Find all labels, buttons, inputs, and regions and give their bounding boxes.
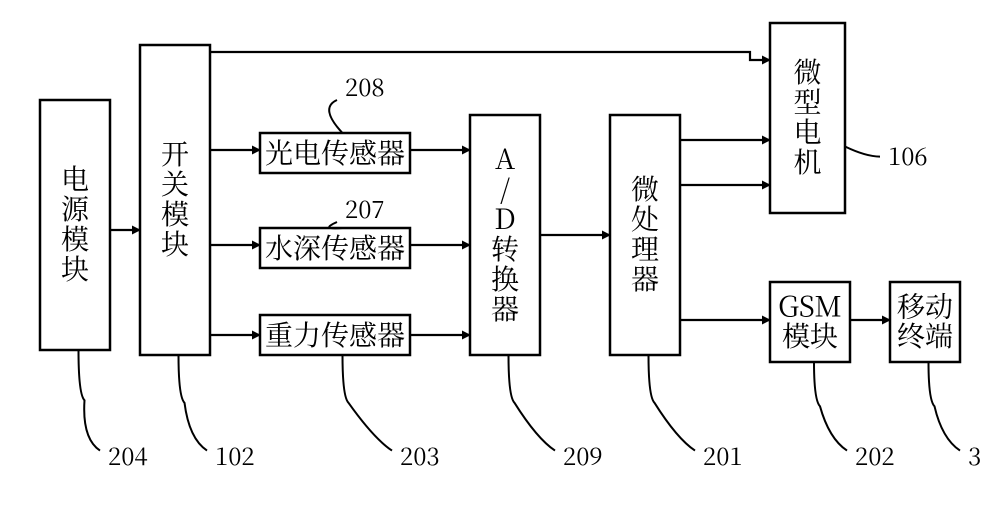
- box-motor: 微型电机: [770, 23, 845, 213]
- box-sensor_g: 重力传感器: [260, 314, 410, 355]
- box-switch: 开关模块: [140, 45, 210, 355]
- callout-leader-203: [343, 355, 393, 451]
- callout-label-208: 208: [345, 68, 385, 103]
- box-label-mcu: 微处理器: [631, 168, 659, 298]
- box-label-power: 电源模块: [61, 158, 90, 288]
- callout-label-204: 204: [108, 437, 148, 472]
- callout-label-106: 106: [888, 137, 928, 172]
- box-sensor_pe: 光电传感器: [260, 132, 410, 173]
- box-label-sensor_pe: 光电传感器: [265, 132, 405, 172]
- callout-leader-208: [329, 100, 342, 133]
- box-label-sensor_g: 重力传感器: [265, 314, 405, 354]
- box-gsm: GSM模块: [770, 282, 850, 362]
- callout-label-209: 209: [563, 437, 603, 472]
- callout-leader-201: [649, 355, 696, 451]
- callout-label-102: 102: [215, 437, 255, 472]
- callout-leader-204: [79, 350, 101, 451]
- edge-10: [210, 52, 770, 60]
- callout-label-201: 201: [703, 437, 743, 472]
- box-label-mterm: 移动终端: [897, 285, 953, 354]
- box-label-sensor_wd: 水深传感器: [265, 227, 405, 267]
- box-sensor_wd: 水深传感器: [260, 227, 410, 268]
- callout-label-207: 207: [345, 190, 385, 225]
- callout-label-203: 203: [400, 437, 440, 472]
- box-label-adc: A/D转换器: [491, 138, 519, 328]
- box-power: 电源模块: [40, 100, 110, 350]
- box-adc: A/D转换器: [470, 115, 540, 355]
- callout-leader-102: [179, 355, 208, 451]
- block-diagram: 电源模块 开关模块 光电传感器水深传感器重力传感器 A/D转换器 微处理器 微型电机 GSM…: [0, 0, 1000, 511]
- callout-label-3: 3: [968, 437, 981, 472]
- box-label-motor: 微型电机: [793, 51, 821, 181]
- callout-leader-3: [929, 362, 961, 451]
- callout-label-202: 202: [855, 437, 895, 472]
- callout-leader-209: [509, 355, 556, 451]
- callout-leader-207: [329, 222, 342, 228]
- callout-leader-202: [814, 362, 847, 451]
- callout-leader-106: [845, 147, 880, 157]
- box-mcu: 微处理器: [610, 115, 680, 355]
- box-label-switch: 开关模块: [161, 133, 189, 263]
- box-mterm: 移动终端: [890, 282, 960, 362]
- box-label-gsm: GSM模块: [778, 285, 842, 354]
